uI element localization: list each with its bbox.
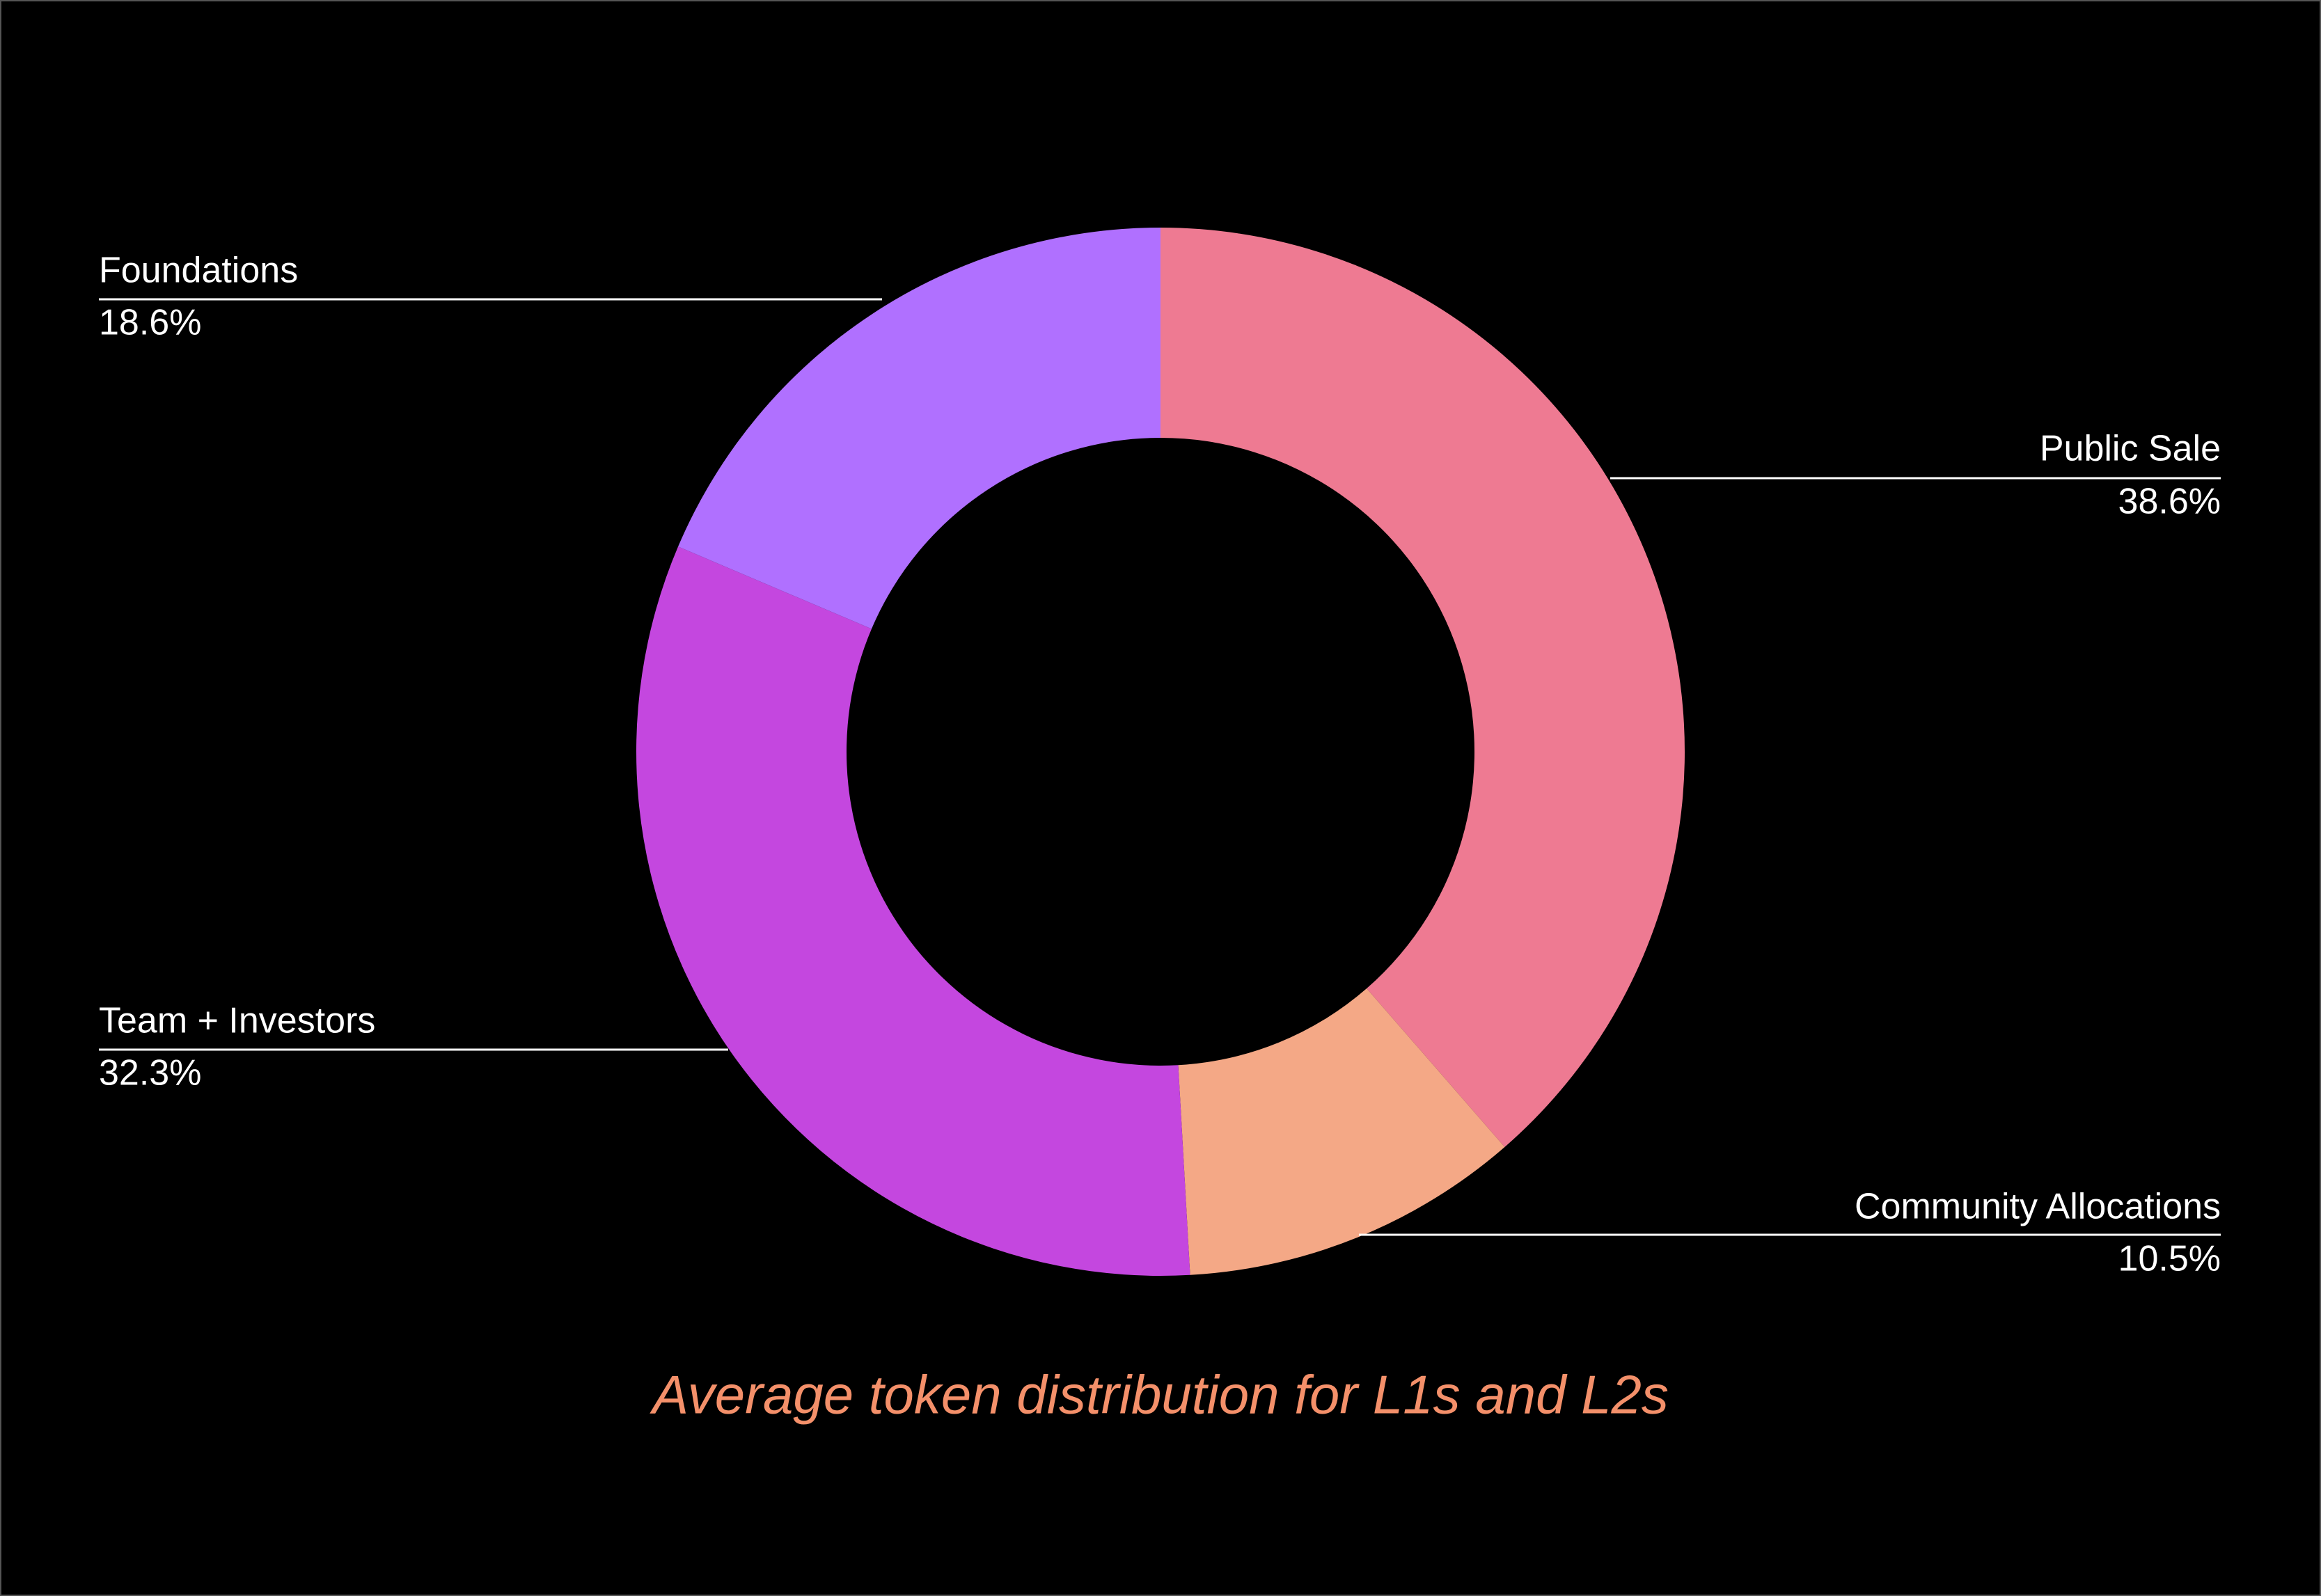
value-label: 38.6% xyxy=(2118,482,2221,522)
labels: Public Sale 38.6% Community Allocations 10.… xyxy=(99,251,2221,1279)
slice-label: Team + Investors xyxy=(99,1001,375,1041)
value-label: 18.6% xyxy=(99,303,201,343)
slice-label: Community Allocations xyxy=(1855,1187,2221,1227)
value-label: 10.5% xyxy=(2118,1239,2221,1279)
slice-label: Foundations xyxy=(99,251,298,291)
slice xyxy=(1178,988,1505,1275)
chart-title: Average token distribution for L1s and L… xyxy=(650,1364,1669,1425)
slice-label: Public Sale xyxy=(2040,429,2221,469)
slice xyxy=(678,228,1160,629)
donut xyxy=(636,228,1685,1276)
slice xyxy=(636,546,1190,1276)
slice xyxy=(1160,228,1685,1147)
value-label: 32.3% xyxy=(99,1053,201,1093)
